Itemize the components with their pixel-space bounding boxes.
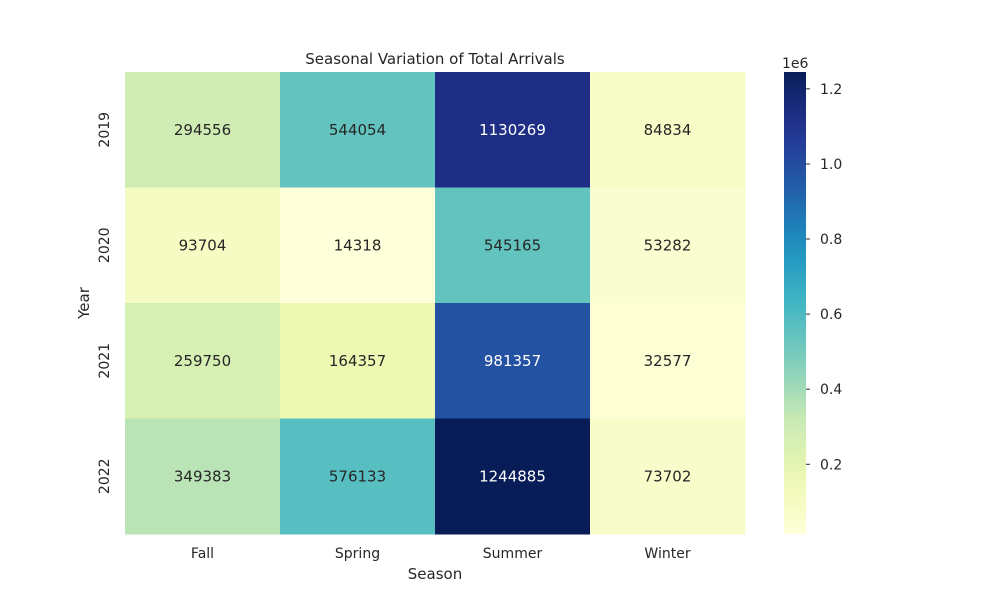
cell-value-label: 1244885 [479,467,546,485]
cell-value-label: 294556 [174,121,231,139]
cell-value-label: 981357 [484,352,541,370]
cell-value-label: 73702 [644,467,692,485]
x-tick-label: Winter [644,546,690,562]
heatmap-cell [280,418,436,535]
y-tick-label: 2020 [97,227,113,263]
cell-value-label: 576133 [329,467,386,485]
y-tick-label: 2021 [97,343,113,379]
x-axis-label: Season [408,565,462,583]
heatmap-cell [590,72,746,188]
x-tick-label: Spring [335,546,380,562]
y-tick-labels: 2019 2020 2021 2022 [97,112,113,494]
heatmap-cell [435,303,591,419]
colorbar-tick-label: 1.2 [820,82,842,98]
heatmap-cell [125,303,281,419]
heatmap-cell [435,187,591,304]
cell-value-label: 259750 [174,352,231,370]
cell-value-label: 53282 [644,236,692,254]
heatmap-cells: 294556 544054 1130269 84834 93704 14318 545165… [125,72,746,535]
colorbar-tick-label: 0.2 [820,457,842,473]
colorbar-multiplier: 1e6 [782,56,809,72]
cell-value-label: 544054 [329,121,386,139]
colorbar-tick-label: 0.4 [820,382,842,398]
heatmap-cell [590,303,746,419]
cell-value-label: 164357 [329,352,386,370]
heatmap-cell [590,187,746,304]
heatmap-cell [435,72,591,188]
y-tick-label: 2019 [97,112,113,148]
x-tick-label: Fall [191,546,214,562]
cell-value-label: 1130269 [479,121,546,139]
colorbar-ticks: 0.2 0.4 0.6 0.8 1.0 1.2 [806,82,842,473]
colorbar-tick-label: 0.8 [820,232,842,248]
heatmap-cell [280,303,436,419]
cell-value-label: 545165 [484,236,541,254]
colorbar-tick-label: 0.6 [820,307,842,323]
y-axis-label: Year [75,286,93,320]
x-tick-labels: Fall Spring Summer Winter [191,546,691,562]
cell-value-label: 14318 [334,236,382,254]
heatmap-cell [280,187,436,304]
colorbar [784,72,806,534]
cell-value-label: 32577 [644,352,692,370]
heatmap-cell [125,187,281,304]
x-tick-label: Summer [483,546,543,562]
cell-value-label: 93704 [179,236,227,254]
y-tick-label: 2022 [97,458,113,494]
chart-title: Seasonal Variation of Total Arrivals [305,50,565,68]
cell-value-label: 349383 [174,467,231,485]
heatmap-cell [590,418,746,535]
heatmap-cell [125,418,281,535]
heatmap-cell [435,418,591,535]
cell-value-label: 84834 [644,121,692,139]
heatmap-cell [125,72,281,188]
heatmap-cell [280,72,436,188]
colorbar-tick-label: 1.0 [820,157,842,173]
